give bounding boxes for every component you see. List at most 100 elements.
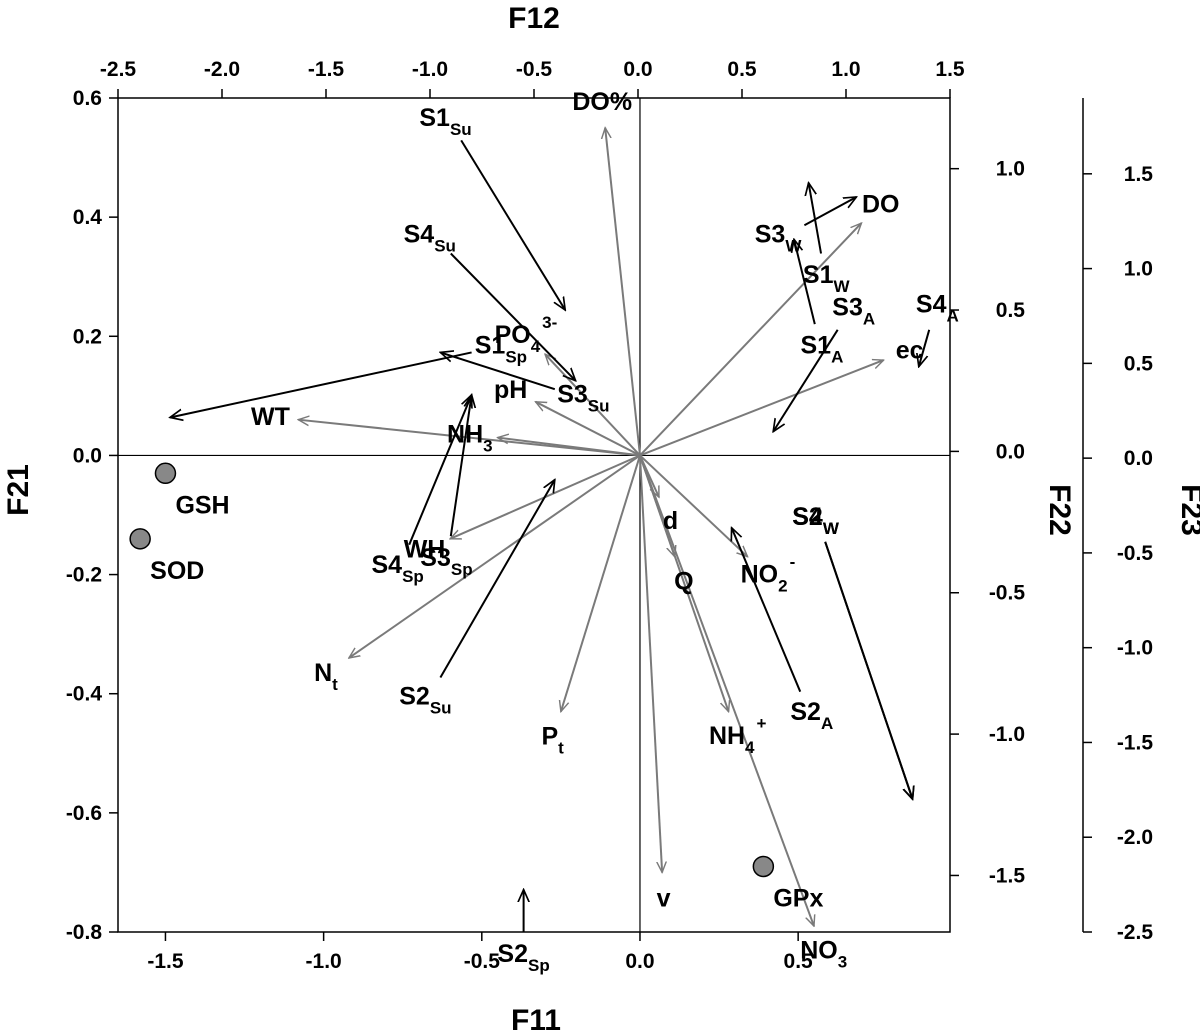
- sample-vector-label: S3W: [755, 221, 803, 256]
- y-left-tick-label: -0.4: [66, 683, 103, 706]
- sample-vector-label: S3Su: [557, 381, 609, 416]
- y-left-tick-label: 0.4: [73, 206, 103, 229]
- x-top-tick-label: 0.0: [623, 58, 652, 81]
- sample-vector-label: S4Su: [404, 220, 456, 255]
- x-top-tick-label: 0.5: [727, 58, 757, 81]
- sample-vector: [408, 395, 471, 546]
- y-right-outer-tick-label: 0.5: [1124, 352, 1154, 375]
- x-bottom-axis-title: F11: [511, 1004, 561, 1036]
- sample-vector-label: S4Sp: [372, 551, 424, 586]
- variable-vector-label: WT: [251, 403, 290, 431]
- sample-vector-label: S1W: [803, 261, 851, 296]
- variable-vector-label: NO3: [800, 936, 847, 971]
- variable-vector-label: DO%: [572, 88, 632, 116]
- y-right-inner-axis-title: F22: [1043, 484, 1076, 536]
- sample-vector-label: S4W: [792, 503, 840, 538]
- sample-vector: [732, 528, 802, 693]
- variable-vector-label: Q: [674, 567, 693, 595]
- variable-vector-label: d: [663, 507, 678, 535]
- y-right-inner-tick-label: -1.0: [989, 723, 1025, 746]
- sample-vector-label: S3Sp: [420, 544, 472, 579]
- point-marker: [752, 855, 775, 878]
- x-bottom-tick-label: 0.0: [625, 950, 654, 973]
- sample-vector: [794, 239, 816, 325]
- y-right-outer-tick-label: 0.0: [1124, 447, 1153, 470]
- variable-vector: [639, 455, 660, 497]
- sample-vector: [773, 329, 839, 432]
- sample-vector-label: S1Su: [419, 104, 471, 139]
- variable-vector: [545, 354, 641, 457]
- variable-vector-label: DO: [862, 190, 900, 218]
- y-left-axis-title: F21: [2, 464, 35, 516]
- sample-vector: [439, 480, 554, 679]
- sample-vector-label: S3A: [832, 294, 875, 329]
- variable-vector: [498, 438, 641, 457]
- x-top-tick-label: -0.5: [516, 58, 553, 81]
- x-top-tick-label: -1.0: [412, 58, 448, 81]
- y-right-outer-tick-label: 1.5: [1124, 163, 1154, 186]
- point-label: SOD: [150, 557, 204, 585]
- variable-vector-label: PO43-: [495, 313, 558, 356]
- y-right-outer-axis-title: F23: [1175, 484, 1200, 536]
- sample-vector-label: S2W: [792, 503, 840, 538]
- sample-vector: [450, 252, 576, 380]
- variable-vector: [639, 223, 861, 457]
- variable-vector: [561, 455, 641, 711]
- point-marker: [129, 528, 151, 550]
- sample-vector-label: S2Sp: [497, 940, 549, 975]
- y-right-inner-tick-label: 0.5: [996, 299, 1026, 322]
- y-right-inner-tick-label: -1.5: [989, 864, 1026, 887]
- x-top-tick-label: -2.5: [100, 58, 137, 81]
- y-right-outer-tick-label: 1.0: [1124, 258, 1153, 281]
- variable-vector: [638, 455, 662, 872]
- variable-vector-label: pH: [494, 376, 527, 404]
- variable-vector-label: v: [657, 884, 671, 912]
- sample-vector: [460, 139, 565, 310]
- x-top-axis-title: F12: [508, 2, 560, 35]
- variable-vector: [639, 360, 884, 457]
- variable-vector: [298, 420, 641, 457]
- y-right-inner-tick-label: 1.0: [996, 158, 1025, 181]
- y-right-outer-tick-label: -0.5: [1117, 542, 1154, 565]
- sample-vector: [170, 351, 472, 417]
- y-left-tick-label: -0.6: [66, 802, 102, 825]
- sample-vectors: [170, 139, 931, 932]
- sample-vector-label: S1A: [801, 331, 844, 366]
- point-label: GPx: [773, 884, 823, 912]
- y-right-outer-tick-label: -1.5: [1117, 731, 1154, 754]
- y-right-inner-tick-label: 0.0: [996, 440, 1025, 463]
- variable-vector-label: NH4+: [709, 714, 767, 757]
- point-marker: [154, 462, 177, 485]
- sample-vector: [809, 183, 823, 254]
- y-left-tick-label: -0.8: [66, 921, 103, 944]
- sample-vector: [803, 197, 856, 227]
- point-markers: [129, 462, 775, 878]
- x-bottom-tick-label: -0.5: [464, 950, 501, 973]
- sample-vector: [919, 329, 931, 367]
- sample-vector-label: S4A: [916, 291, 959, 326]
- x-top-tick-label: -2.0: [204, 58, 240, 81]
- point-label: GSH: [175, 491, 229, 519]
- x-top-tick-label: 1.0: [831, 58, 860, 81]
- variable-vector-label: ec: [896, 337, 924, 365]
- variable-vector-label: NH3: [447, 420, 493, 455]
- variable-vector-label: NO2-: [741, 553, 796, 596]
- y-right-outer-tick-label: -2.5: [1117, 921, 1154, 944]
- sample-vector-label: S2Su: [399, 682, 451, 717]
- variable-vector: [349, 454, 641, 658]
- sample-vector: [440, 352, 556, 391]
- variable-vector: [639, 455, 814, 926]
- variable-vector-label: WH: [404, 535, 446, 563]
- variable-vector-label: Nt: [314, 659, 338, 694]
- y-left-tick-label: 0.0: [73, 444, 102, 467]
- variable-vector: [605, 128, 641, 456]
- x-bottom-tick-label: -1.0: [306, 950, 342, 973]
- sample-vector-label: S2A: [790, 698, 833, 733]
- sample-vector: [449, 395, 472, 537]
- x-bottom-tick-label: -1.5: [147, 950, 184, 973]
- y-right-outer-tick-label: -1.0: [1117, 637, 1153, 660]
- plot-frame: [109, 89, 1092, 941]
- variable-vector: [639, 454, 748, 556]
